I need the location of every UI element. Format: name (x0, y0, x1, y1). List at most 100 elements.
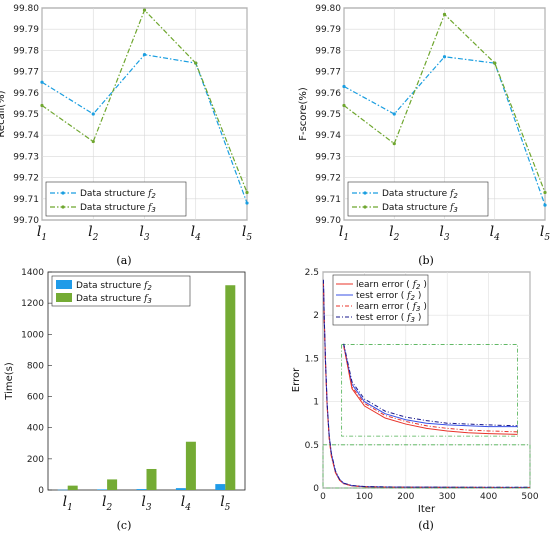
panel-a-ytick-label: 99.75 (13, 110, 39, 120)
panel-d-inset-line-0 (343, 345, 518, 435)
panel-b-ytick-label: 99.79 (315, 25, 341, 35)
panel-c-ytick-label: 1200 (21, 299, 44, 309)
panel-a-legend-label: Data structure f2 (80, 189, 156, 200)
panel-c-ytick-label: 800 (27, 361, 44, 371)
panel-b-ytick-label: 99.80 (315, 4, 341, 14)
panel-d-inset-line-1 (343, 344, 518, 428)
caption-c: (c) (117, 519, 132, 532)
panel-b-data-point (392, 142, 396, 146)
panel-a-data-point (91, 139, 95, 144)
panel-a-ylabel: Recall(%) (0, 90, 7, 137)
panel-c-legend-box (51, 275, 191, 307)
panel-a-ytick-label: 99.79 (13, 25, 39, 35)
panel-a-data-point (194, 61, 198, 65)
panel-c-legend-swatch (56, 280, 72, 289)
panel-b-data-point (493, 61, 497, 65)
panel-c-ylabel: Time(s) (4, 362, 15, 401)
panel-d-legend-label: test error ( f3 ) (356, 313, 421, 324)
panel-c-bar (136, 489, 147, 490)
panel-a-ytick-label: 99.71 (13, 195, 39, 205)
panel-b-data-point (392, 112, 396, 116)
panel-a-data-point (142, 53, 147, 57)
panel-a-xtick-label: l1 (37, 224, 47, 243)
panel-b-ytick-label: 99.74 (315, 131, 341, 141)
panel-c-bar (225, 285, 236, 490)
panel-b-xtick-label: l2 (389, 224, 399, 243)
panel-a-ytick-label: 99.70 (13, 216, 39, 226)
panel-a-legend-box (45, 181, 187, 217)
panel-a-data-point (245, 190, 249, 195)
panel-b-ytick-label: 99.76 (315, 89, 341, 99)
panel-c-xtick-label: l3 (141, 494, 151, 513)
panel-a-xtick-label: l2 (88, 224, 98, 243)
panel-d-xtick-label: 500 (521, 492, 538, 502)
panel-c-time-bar-chart: 0 200 400 600 800 1000 1200 1400 l1 l2 l3 l4 l5 Time(… (4, 268, 246, 513)
panel-c-xtick-label: l1 (63, 494, 73, 513)
panel-c-bar (175, 488, 186, 490)
panel-d-inset-box (341, 344, 518, 437)
panel-d-xtick-label: 400 (480, 492, 497, 502)
panel-c-ytick-label: 1400 (21, 268, 44, 278)
panel-a-ytick-label: 99.76 (13, 89, 39, 99)
panel-a-ytick-label: 99.80 (13, 4, 39, 14)
panel-a-ytick-label: 99.72 (13, 174, 39, 184)
panel-d-legend-label: learn error ( f3 ) (356, 302, 427, 313)
panel-a-legend-marker (61, 205, 65, 209)
panel-b-xtick-label: l3 (439, 224, 449, 243)
panel-d-ytick-label: 2 (313, 311, 319, 321)
panel-b-ytick-label: 99.72 (315, 174, 341, 184)
panel-d-ytick-label: 2.5 (305, 268, 319, 278)
panel-a-data-point (142, 8, 147, 12)
panel-b-xtick-label: l5 (540, 224, 550, 243)
panel-b-legend-label: Data structure f2 (382, 189, 458, 200)
panel-c-ytick-label: 0 (38, 486, 44, 496)
panel-a-ytick-label: 99.78 (13, 46, 39, 56)
panel-b-data-point (543, 190, 547, 195)
panel-c-ytick-label: 200 (27, 455, 44, 465)
panel-d-legend-label: test error ( f2 ) (356, 291, 421, 302)
panel-a-xtick-label: l5 (242, 224, 252, 243)
panel-a-xtick-label: l3 (139, 224, 149, 243)
panel-c-bar (67, 485, 78, 490)
panel-c-xtick-label: l4 (181, 494, 191, 513)
panel-d-legend-label: learn error ( f2 ) (356, 280, 427, 291)
panel-d-ytick-label: 1 (313, 398, 319, 408)
panel-d-xtick-label: 300 (439, 492, 456, 502)
panel-b-xtick-label: l1 (339, 224, 349, 243)
panel-b-ytick-label: 99.73 (315, 152, 341, 162)
panel-d-series-line-3 (322, 279, 530, 488)
caption-b: (b) (418, 254, 434, 267)
panel-c-plot-area (47, 271, 246, 491)
panel-c-ytick-label: 600 (27, 393, 44, 403)
panel-d-ytick-label: 1.5 (305, 354, 319, 364)
panel-d-ytick-label: 0 (313, 484, 319, 494)
panel-b-data-point (342, 84, 346, 89)
panel-b-legend-box (347, 181, 489, 217)
panel-b-ytick-label: 99.77 (315, 68, 341, 78)
panel-d-ylabel: Error (291, 367, 302, 392)
panel-b-legend-marker (363, 205, 367, 209)
panel-a-recall-chart: 99.70 99.71 99.72 99.73 99.74 99.75 99.76 99.77… (0, 4, 252, 243)
panel-b-data-point (342, 103, 346, 108)
panel-d-xtick-label: 0 (320, 492, 326, 502)
panel-d-inset-line-2 (343, 346, 518, 433)
panel-c-bar (215, 484, 226, 490)
panel-b-ytick-label: 99.71 (315, 195, 341, 205)
panel-c-xtick-label: l5 (220, 494, 230, 513)
panel-c-legend-label: Data structure f3 (76, 294, 152, 305)
caption-a: (a) (116, 254, 131, 267)
panel-a-ytick-label: 99.74 (13, 131, 39, 141)
panel-b-ytick-label: 99.70 (315, 216, 341, 226)
panel-d-xtick-label: 200 (397, 492, 414, 502)
panel-c-xtick-label: l2 (102, 494, 112, 513)
panel-b-ytick-label: 99.75 (315, 110, 341, 120)
panel-a-ytick-label: 99.77 (13, 68, 39, 78)
panel-a-legend-marker (61, 191, 65, 195)
panel-b-xtick-label: l4 (490, 224, 500, 243)
panel-c-ytick-label: 1000 (21, 330, 44, 340)
panel-c-legend-label: Data structure f2 (76, 281, 152, 292)
panel-a-ytick-label: 99.73 (13, 152, 39, 162)
panel-b-legend-marker (363, 191, 367, 195)
panel-d-xlabel: Iter (418, 504, 436, 515)
